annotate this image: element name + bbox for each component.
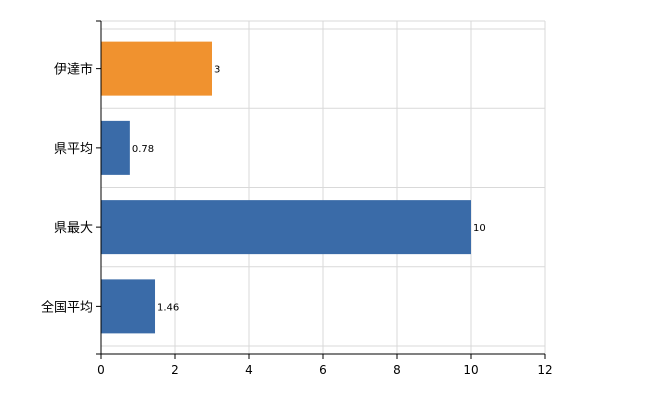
bar (101, 120, 130, 175)
data-label: 3 (214, 65, 220, 76)
bar (101, 200, 471, 255)
bar (101, 41, 212, 96)
category-label: 伊達市 (54, 62, 93, 78)
category-label: 県平均 (54, 142, 93, 157)
x-tick-label: 12 (537, 363, 552, 377)
bar (101, 279, 156, 334)
labels: 0 2 4 6 8 10 12 伊達市 3 県平均 0.78 県最大 10 全国平均 1.46 (41, 20, 553, 377)
x-tick-label: 2 (171, 363, 179, 377)
x-tick-label: 0 (97, 363, 105, 377)
x-tick-label: 8 (393, 363, 401, 377)
category-label: 全国平均 (41, 299, 93, 315)
data-label: 10 (473, 223, 486, 234)
category-label: 県最大 (54, 221, 93, 236)
x-tick-label: 10 (463, 363, 478, 377)
data-label: 0.78 (132, 144, 154, 155)
x-tick-label: 4 (245, 363, 253, 377)
data-label: 1.46 (157, 302, 179, 313)
x-tick-label: 6 (319, 363, 327, 377)
bars (101, 41, 471, 334)
grid-lines (101, 20, 546, 354)
